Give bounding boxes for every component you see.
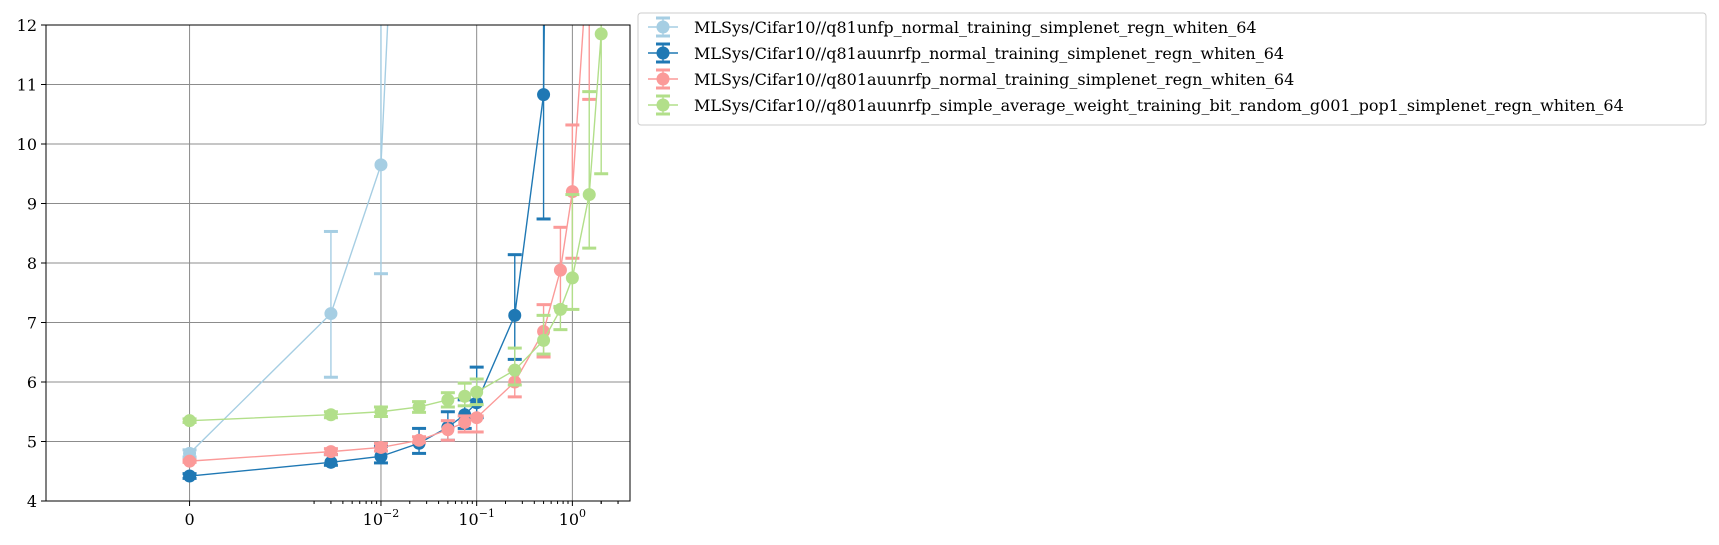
data-point [537,333,551,347]
data-point [412,433,426,447]
data-point [374,158,388,172]
data-point [470,411,484,425]
y-tick-label: 12 [17,16,37,35]
y-tick-label: 4 [27,492,37,511]
data-point [324,455,338,469]
series-line [189,25,389,454]
data-point [441,393,455,407]
legend-marker [656,46,670,60]
data-point [458,389,472,403]
data-point [412,400,426,414]
series-3 [182,25,609,428]
data-point [324,408,338,422]
y-tick-label: 7 [27,314,37,333]
data-point [537,88,551,102]
data-point [374,449,388,463]
data-point [441,423,455,437]
y-tick-label: 10 [17,135,37,154]
data-point [553,302,567,316]
legend-frame [637,12,1707,126]
data-point [594,27,608,41]
data-point [324,307,338,321]
data-point [183,454,197,468]
y-tick-label: 9 [27,195,37,214]
legend-label: MLSys/Cifar10//q81auunrfp_normal_trainin… [694,44,1284,63]
data-point [183,414,197,428]
data-point [508,363,522,377]
data-point [183,469,197,483]
legend-label: MLSys/Cifar10//q801auunrfp_normal_traini… [694,70,1294,89]
data-point [508,308,522,322]
data-point [582,188,596,202]
series-0 [182,25,389,460]
data-point [553,263,567,277]
legend-marker [656,20,670,34]
legend-item: MLSys/Cifar10//q801auunrfp_normal_traini… [648,68,1294,90]
x-tick-label: 100 [559,507,586,529]
data-point [374,405,388,419]
legend-marker [656,98,670,112]
y-tick-label: 6 [27,373,37,392]
series-line [189,25,585,462]
series-1 [182,25,551,483]
legend: MLSys/Cifar10//q81unfp_normal_training_s… [637,12,1707,126]
y-tick-label: 8 [27,254,37,273]
y-tick-label: 11 [17,76,37,95]
legend-item: MLSys/Cifar10//q81auunrfp_normal_trainin… [648,42,1284,64]
x-tick-label: 0 [184,510,194,529]
series-line [189,25,545,477]
legend-marker [656,72,670,86]
legend-item: MLSys/Cifar10//q801auunrfp_simple_averag… [648,94,1624,116]
data-point [470,385,484,399]
series-layer [182,25,609,483]
data-point [565,271,579,285]
legend-label: MLSys/Cifar10//q801auunrfp_simple_averag… [694,96,1624,115]
series-2 [182,25,597,468]
data-point [374,440,388,454]
legend-label: MLSys/Cifar10//q81unfp_normal_training_s… [694,18,1257,37]
x-tick-label: 10−1 [458,507,495,529]
y-tick-label: 5 [27,433,37,452]
legend-item: MLSys/Cifar10//q81unfp_normal_training_s… [648,16,1257,38]
data-point [458,415,472,429]
x-tick-label: 10−2 [363,507,400,529]
data-point [324,445,338,459]
